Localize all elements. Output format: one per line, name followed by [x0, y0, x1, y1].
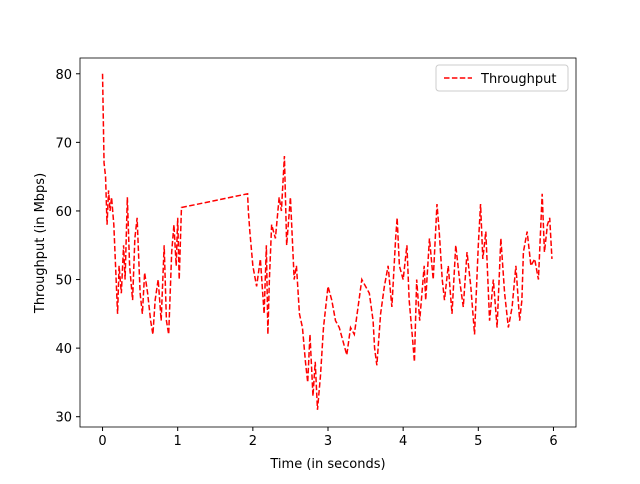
x-tick-label: 4 — [399, 434, 407, 449]
y-tick-label: 40 — [55, 342, 72, 357]
y-tick-label: 80 — [55, 68, 72, 83]
x-tick-label: 3 — [324, 434, 332, 449]
y-axis-label: Throughput (in Mbps) — [33, 173, 48, 314]
x-tick-label: 0 — [98, 434, 106, 449]
x-tick-label: 5 — [474, 434, 482, 449]
y-tick-label: 70 — [55, 136, 72, 151]
legend-box — [435, 64, 569, 92]
legend-label: Throughput — [480, 72, 557, 87]
plot-frame — [79, 57, 577, 428]
line — [101, 73, 553, 410]
x-tick-label: 2 — [249, 434, 257, 449]
y-tick-label: 60 — [55, 205, 72, 220]
x-tick-label: 1 — [174, 434, 182, 449]
x-tick-label: 6 — [549, 434, 557, 449]
y-tick-label: 50 — [55, 274, 72, 289]
x-axis-label: Time (in seconds) — [269, 457, 385, 472]
y-tick-label: 30 — [55, 411, 72, 426]
